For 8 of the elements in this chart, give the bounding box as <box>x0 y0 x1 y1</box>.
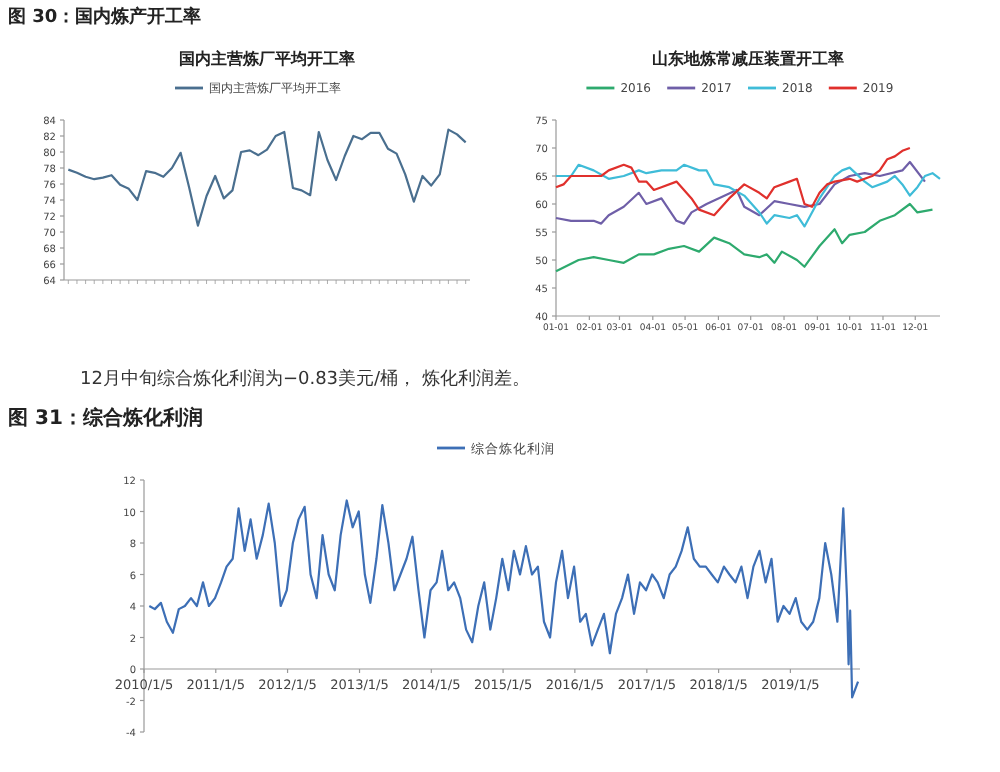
line-series <box>554 146 911 217</box>
line-series <box>554 202 934 273</box>
text: 12月中旬综合炼化利润为−0.83美元/桶， 炼化利润差。 <box>80 368 530 390</box>
line-series <box>67 128 467 227</box>
caption: 图 30：国内炼产开工率 <box>8 6 202 28</box>
chart-title: 图 31：综合炼化利润 <box>8 406 203 430</box>
chart-title: 国内主营炼厂平均开工率 <box>179 48 355 68</box>
chart-title: 山东地炼常减压装置开工率 <box>652 48 844 68</box>
